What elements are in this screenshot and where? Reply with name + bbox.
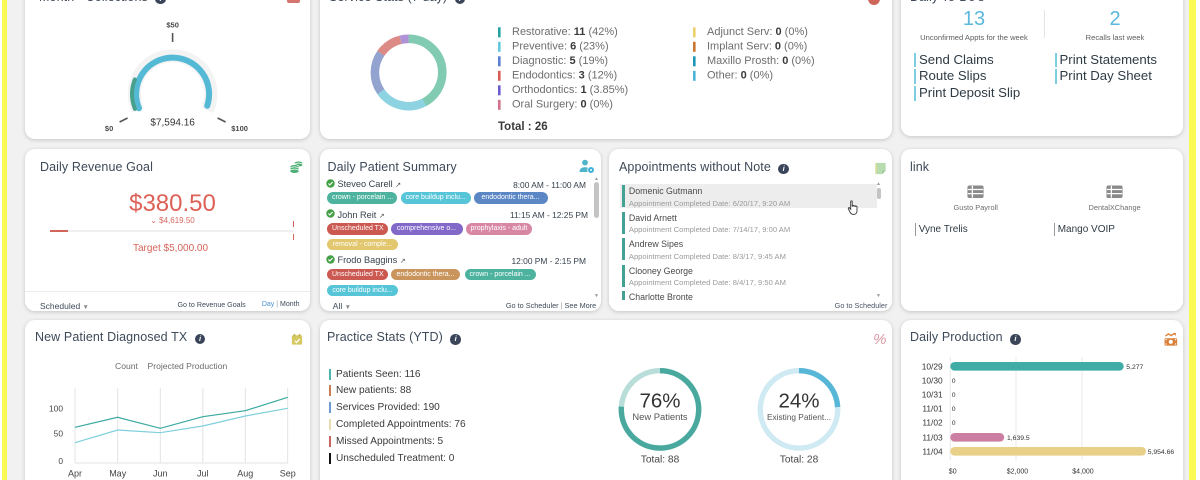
svg-text:Total: 88: Total: 88 bbox=[641, 454, 680, 465]
svg-text:$0: $0 bbox=[949, 469, 957, 476]
svg-text:Implant Serv: 0 (0%): Implant Serv: 0 (0%) bbox=[707, 41, 807, 53]
svg-text:0: 0 bbox=[952, 392, 956, 399]
svg-text:0: 0 bbox=[952, 406, 956, 413]
svg-text:1,639.5: 1,639.5 bbox=[1007, 435, 1030, 442]
svg-text:100: 100 bbox=[49, 403, 63, 413]
svg-text:50: 50 bbox=[54, 428, 64, 438]
svg-text:Other: 0 (0%): Other: 0 (0%) bbox=[707, 70, 773, 82]
svg-text:$7,594.16: $7,594.16 bbox=[150, 118, 195, 129]
svg-text:0: 0 bbox=[952, 420, 956, 427]
svg-text:11/04: 11/04 bbox=[922, 446, 943, 456]
svg-text:Existing Patient...: Existing Patient... bbox=[766, 412, 830, 422]
svg-text:Oral Surgery: 0 (0%): Oral Surgery: 0 (0%) bbox=[512, 99, 613, 111]
svg-text:10/29: 10/29 bbox=[922, 361, 943, 371]
svg-text:Total: 28: Total: 28 bbox=[779, 454, 818, 465]
svg-text:0: 0 bbox=[58, 456, 63, 466]
svg-text:Endodontics: 3 (12%): Endodontics: 3 (12%) bbox=[512, 70, 617, 82]
svg-text:0: 0 bbox=[952, 378, 956, 385]
svg-text:Total : 26: Total : 26 bbox=[498, 121, 548, 133]
svg-text:Aug: Aug bbox=[237, 469, 253, 479]
svg-text:5,277: 5,277 bbox=[1126, 364, 1143, 371]
svg-text:Jun: Jun bbox=[153, 469, 168, 479]
svg-text:Preventive: 6 (23%): Preventive: 6 (23%) bbox=[512, 41, 609, 53]
svg-text:Jul: Jul bbox=[197, 469, 209, 479]
svg-text:$50: $50 bbox=[166, 21, 179, 30]
svg-text:10/31: 10/31 bbox=[922, 390, 943, 400]
svg-text:5,954.66: 5,954.66 bbox=[1148, 449, 1175, 456]
svg-text:11/02: 11/02 bbox=[922, 418, 943, 428]
svg-text:11/03: 11/03 bbox=[922, 432, 943, 442]
svg-text:$100: $100 bbox=[231, 124, 248, 133]
svg-text:Apr: Apr bbox=[68, 469, 82, 479]
svg-text:Maxillo Prosth: 0 (0%): Maxillo Prosth: 0 (0%) bbox=[707, 55, 815, 67]
svg-text:Adjunct Serv: 0 (0%): Adjunct Serv: 0 (0%) bbox=[707, 26, 808, 38]
svg-text:Sep: Sep bbox=[280, 469, 296, 479]
svg-text:Restorative: 11 (42%): Restorative: 11 (42%) bbox=[512, 26, 618, 38]
svg-text:$4,000: $4,000 bbox=[1072, 469, 1094, 476]
svg-text:Diagnostic: 5 (19%): Diagnostic: 5 (19%) bbox=[512, 55, 608, 67]
svg-text:Orthodontics: 1 (3.85%): Orthodontics: 1 (3.85%) bbox=[512, 84, 628, 96]
svg-text:$2,000: $2,000 bbox=[1007, 469, 1029, 476]
svg-text:New Patients: New Patients bbox=[632, 411, 688, 422]
svg-text:11/01: 11/01 bbox=[922, 404, 943, 414]
svg-text:24%: 24% bbox=[778, 389, 819, 412]
svg-text:May: May bbox=[109, 469, 127, 479]
svg-text:10/30: 10/30 bbox=[922, 375, 943, 385]
svg-text:76%: 76% bbox=[639, 389, 680, 412]
svg-text:$0: $0 bbox=[105, 124, 113, 133]
